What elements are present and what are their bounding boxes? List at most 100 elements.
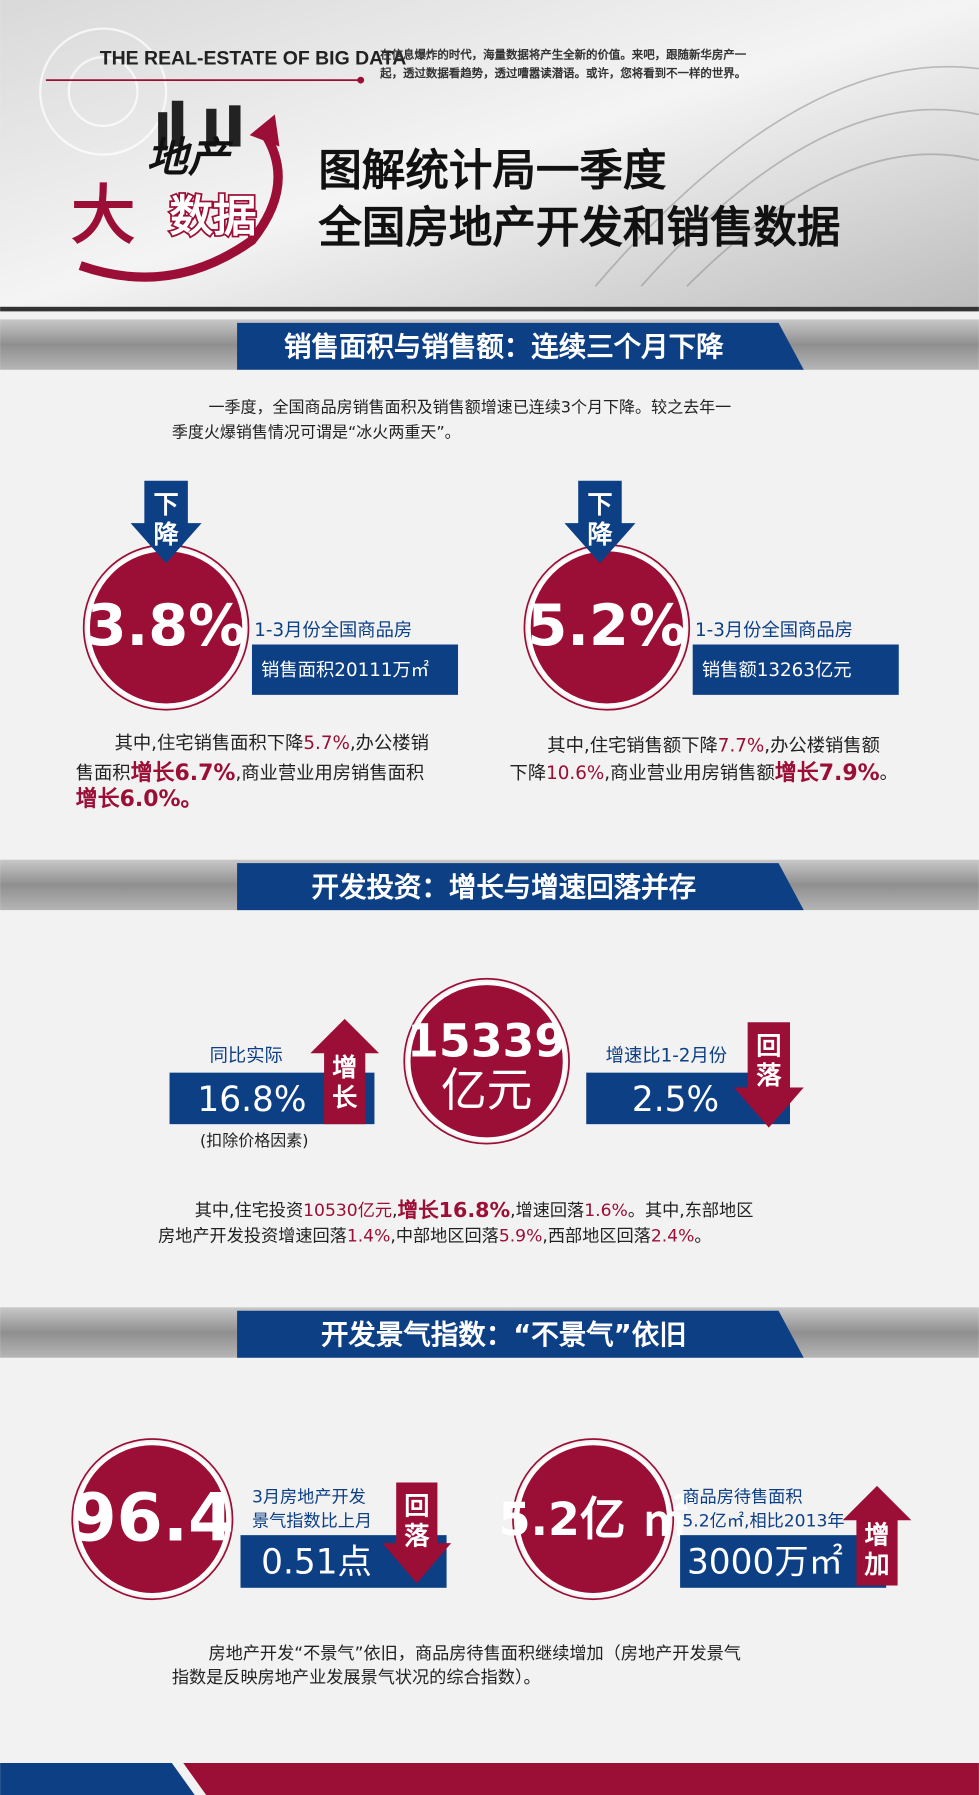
arrow-label: 增: [864, 1520, 889, 1549]
section-title: 开发投资：增长与增速回落并存: [312, 871, 697, 903]
stat-note: (扣除价格因素): [200, 1131, 309, 1150]
decor: [594, 65, 979, 287]
stat-box-text: 销售额13263亿元: [702, 660, 852, 681]
text-run: 7.7%: [718, 735, 764, 756]
stat-box: [251, 644, 459, 695]
intro-line: 在信息爆炸的时代，海量数据将产生全新的价值。来吧，跟随新华房产一: [380, 47, 747, 61]
logo-text: 大: [71, 179, 135, 253]
stat-caption: 1-3月份全国商品房: [695, 620, 853, 641]
arrow-label: 加: [864, 1550, 889, 1579]
stat-caption: 5.2亿㎡,相比2013年: [682, 1511, 844, 1531]
value-ring: [512, 1438, 675, 1601]
text-run: 增长16.8%: [397, 1198, 510, 1222]
title-line: 图解统计局一季度: [318, 147, 666, 197]
text-run: 2.4%: [651, 1226, 695, 1246]
intro-line: 起，透过数据看趋势，透过嘈嚣读潜语。或许，您将看到不一样的世界。: [379, 66, 746, 80]
text-run: 。: [694, 1226, 711, 1246]
text-run: 增长7.9%: [775, 760, 880, 786]
stat-box: [692, 644, 899, 695]
logo-text: 地产: [147, 133, 234, 181]
decor: [357, 76, 365, 84]
decor: [39, 27, 168, 156]
stat-caption: 商品房待售面积: [682, 1487, 802, 1507]
stat-box-text: 0.51点: [261, 1542, 372, 1582]
paragraph-line: 下降10.6%,商业营业用房销售额增长7.9%。: [510, 760, 898, 786]
logo-arc: [78, 129, 283, 282]
text-run: 季度火爆销售情况可谓是“冰火两重天”。: [172, 422, 461, 441]
text-run: ,中部地区回落: [390, 1226, 498, 1246]
text-run: ,商业营业用房销售面积: [235, 763, 424, 784]
paragraph-line: 其中,住宅销售面积下降5.7%,办公楼销: [115, 733, 429, 754]
text-run: 。: [880, 763, 898, 784]
paragraph-line: 一季度，全国商品房销售面积及销售额增速已连续3个月下降。较之去年一: [208, 397, 731, 416]
title-line: 全国房地产开发和销售数据: [317, 204, 840, 254]
arrow: [564, 480, 636, 564]
value-ring: [71, 1438, 234, 1601]
decor: [206, 108, 217, 147]
text-run: 售面积: [76, 763, 131, 784]
arrow: [733, 1022, 804, 1128]
text-run: 其中,住宅销售额下降: [547, 735, 718, 756]
paragraph-line: 增长6.0%。: [76, 786, 203, 812]
text-run: ,办公楼销售额: [764, 735, 880, 756]
arrow: [310, 1018, 380, 1125]
value-circle: [75, 1441, 230, 1597]
text-run: 下降: [510, 763, 547, 784]
stat-box: [680, 1535, 887, 1588]
stat-box-text: 3000万㎡: [687, 1542, 843, 1582]
text-run: 5.7%: [303, 733, 349, 754]
arrow-label: 降: [587, 520, 613, 549]
footer-stripe: [0, 1762, 195, 1795]
text-run: 1.6%: [584, 1201, 628, 1221]
stat-value: 15339: [407, 1014, 566, 1068]
text-run: ,西部地区回落: [542, 1226, 650, 1246]
text-run: 。其中,东部地区: [628, 1201, 754, 1221]
text-run: ,增速回落: [510, 1201, 584, 1221]
text-run: 10.6%: [546, 763, 604, 784]
paragraph-line: 指数是反映房地产业发展景气状况的综合指数）。: [172, 1668, 541, 1688]
stat-value: 5.2亿 ㎡: [499, 1492, 688, 1546]
decor: [171, 100, 184, 147]
text-run: 房地产开发投资增速回落: [158, 1226, 347, 1246]
text-run: ,商业营业用房销售额: [604, 763, 775, 784]
paragraph-line: 售面积增长6.7%,商业营业用房销售面积: [76, 760, 425, 786]
stat-value: 96.4: [70, 1479, 234, 1557]
decor: [67, 56, 139, 128]
value-ring: [403, 977, 570, 1145]
value-circle: [407, 981, 567, 1141]
value-circle: [515, 1441, 671, 1597]
paragraph-line: 季度火爆销售情况可谓是“冰火两重天”。: [172, 422, 461, 441]
text-run: 指数是反映房地产业发展景气状况的综合指数）。: [172, 1668, 541, 1688]
arrow: [382, 1482, 452, 1584]
logo-text: 数据: [170, 192, 257, 242]
arrow-label: 降: [154, 520, 180, 549]
stat-box-text: 销售面积20111万㎡: [261, 659, 429, 681]
text-run: 房地产开发“不景气”依旧，商品房待售面积继续增加（房地产开发景气: [208, 1644, 740, 1664]
stat-caption: 3月房地产开发: [252, 1487, 366, 1507]
stat-value: 5.2%: [527, 593, 686, 659]
header-bg: [0, 0, 979, 307]
arrow-label: 落: [404, 1521, 430, 1550]
arrow-label: 增: [332, 1053, 357, 1082]
arrow-label: 落: [756, 1061, 782, 1090]
paragraph-line: 房地产开发投资增速回落1.4%,中部地区回落5.9%,西部地区回落2.4%。: [158, 1226, 712, 1246]
arrow-label: 下: [154, 490, 179, 519]
section-tab: [237, 1310, 804, 1358]
text-run: 1.4%: [347, 1226, 391, 1246]
text-run: 5.9%: [499, 1226, 543, 1246]
footer-stripe: [183, 1762, 979, 1795]
stat-box-text: 16.8%: [197, 1080, 306, 1120]
arrow: [130, 480, 202, 564]
text-run: 10530亿元: [303, 1201, 392, 1221]
section-tab: [237, 322, 804, 370]
stat-unit: 亿元: [441, 1063, 533, 1117]
paragraph-line: 其中,住宅销售额下降7.7%,办公楼销售额: [547, 735, 880, 756]
text-run: ,: [392, 1201, 397, 1221]
stat-caption: 1-3月份全国商品房: [254, 620, 412, 641]
arrow-label: 下: [587, 490, 612, 519]
paragraph-line: 房地产开发“不景气”依旧，商品房待售面积继续增加（房地产开发景气: [208, 1644, 740, 1664]
paragraph-line: 其中,住宅投资10530亿元,增长16.8%,增速回落1.6%。其中,东部地区: [195, 1198, 754, 1222]
stat-box-text: 2.5%: [632, 1080, 719, 1120]
